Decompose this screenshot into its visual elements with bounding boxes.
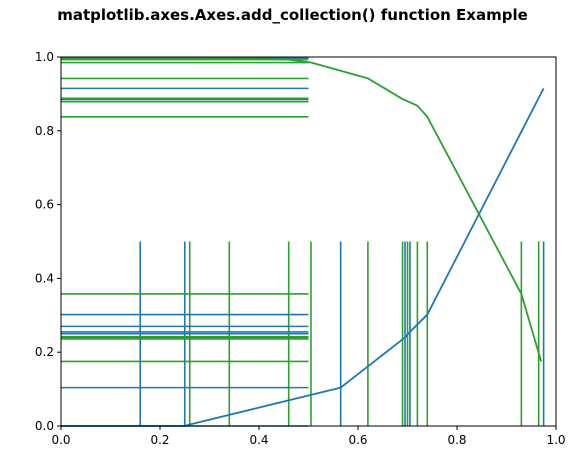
y-tick-label: 0.0 [35, 419, 54, 433]
x-tick-label: 0.8 [447, 433, 466, 447]
plot-area [61, 56, 545, 427]
y-tick-label: 0.4 [35, 271, 54, 285]
y-tick-label: 0.8 [35, 124, 54, 138]
y-tick-label: 1.0 [35, 50, 54, 64]
chart-title: matplotlib.axes.Axes.add_collection() fu… [57, 6, 528, 24]
y-tick-label: 0.2 [35, 345, 54, 359]
x-tick-label: 0.2 [150, 433, 169, 447]
x-tick-label: 0.6 [348, 433, 367, 447]
series-line-green [61, 56, 543, 362]
x-tick-label: 1.0 [546, 433, 565, 447]
y-axis: 0.0 0.2 0.4 0.6 0.8 1.0 [35, 50, 61, 433]
series-line-blue [61, 87, 545, 427]
axes-frame [60, 56, 557, 427]
y-tick-label: 0.6 [35, 198, 54, 212]
x-tick-label: 0.4 [249, 433, 268, 447]
x-tick-label: 0.0 [51, 433, 70, 447]
x-axis: 0.0 0.2 0.4 0.6 0.8 1.0 [51, 426, 566, 447]
